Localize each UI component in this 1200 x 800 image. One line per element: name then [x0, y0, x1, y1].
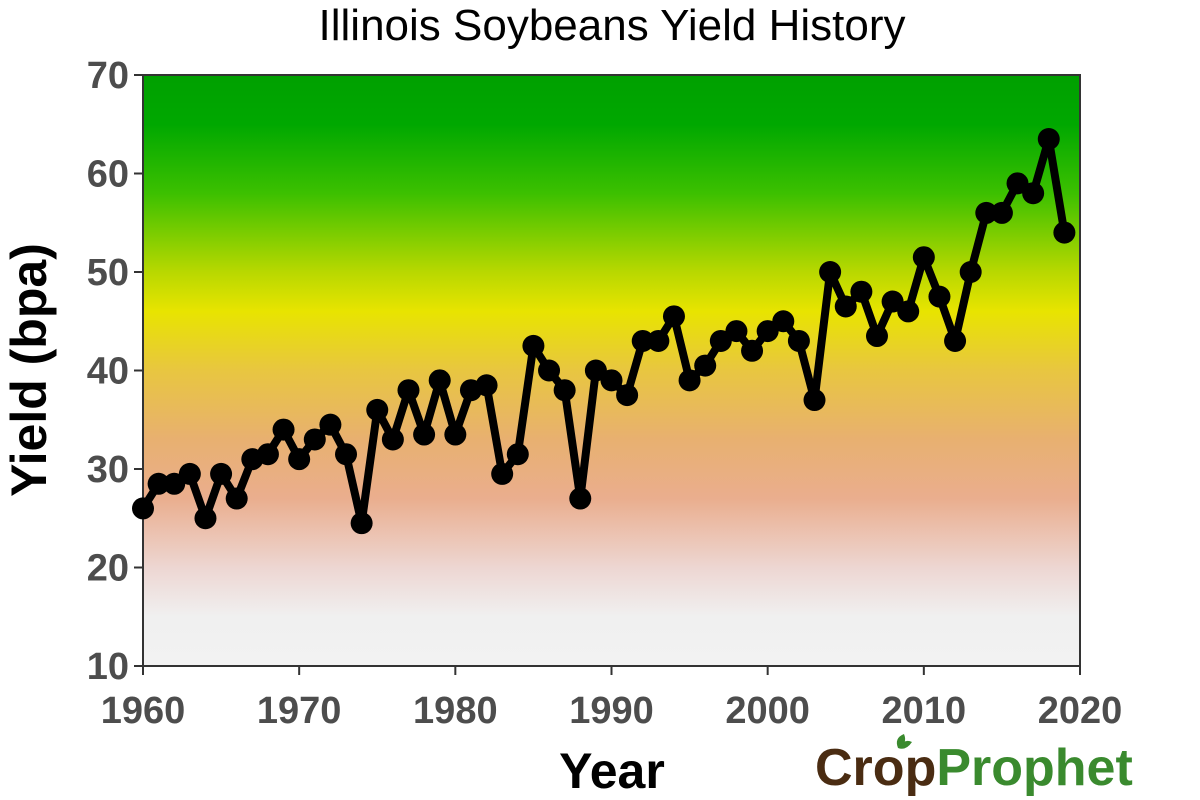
data-point	[897, 300, 920, 323]
data-point	[1053, 221, 1076, 244]
y-tick-label: 20	[87, 548, 129, 590]
data-point	[444, 423, 467, 446]
data-point	[631, 329, 654, 352]
data-point	[319, 413, 342, 436]
data-point	[990, 201, 1013, 224]
x-tick-label: 2000	[725, 690, 810, 732]
x-tick-label: 1970	[257, 690, 342, 732]
data-point	[881, 290, 904, 313]
data-point	[256, 443, 279, 466]
y-tick-label: 40	[87, 351, 129, 393]
data-point	[475, 374, 498, 397]
data-point	[678, 369, 701, 392]
x-tick-label: 2010	[882, 690, 967, 732]
chart-title: Illinois Soybeans Yield History	[319, 1, 906, 50]
logo-text-cr: Cr	[815, 739, 873, 797]
data-point	[194, 507, 217, 530]
data-point	[709, 329, 732, 352]
data-point	[647, 329, 670, 352]
x-tick-label: 1990	[569, 690, 654, 732]
data-point	[491, 462, 514, 485]
data-point	[1037, 128, 1060, 151]
data-point	[850, 280, 873, 303]
data-point	[225, 487, 248, 510]
y-axis-title: Yield (bpa)	[1, 243, 57, 497]
y-tick-label: 50	[87, 252, 129, 294]
data-point	[538, 359, 561, 382]
data-point	[413, 423, 436, 446]
data-point	[381, 428, 404, 451]
data-point	[928, 285, 951, 308]
data-point	[741, 339, 764, 362]
data-point	[662, 305, 685, 328]
data-point	[569, 487, 592, 510]
data-point	[553, 379, 576, 402]
svg-text:CropProphet: CropProphet	[815, 739, 1133, 797]
series-yield	[132, 128, 1076, 535]
data-point	[772, 310, 795, 333]
data-point	[1022, 182, 1045, 205]
data-point	[335, 443, 358, 466]
data-point	[912, 246, 935, 269]
data-point	[303, 428, 326, 451]
x-axis: 1960 1970 1980 1990 2000 2010 2020	[101, 666, 1123, 732]
x-tick-label: 1980	[413, 690, 498, 732]
logo-text-prophet: Prophet	[936, 739, 1132, 797]
data-point	[834, 295, 857, 318]
data-point	[975, 201, 998, 224]
data-point	[350, 512, 373, 535]
data-point	[272, 418, 295, 441]
data-point	[600, 369, 623, 392]
data-point	[147, 472, 170, 495]
data-point	[944, 329, 967, 352]
y-tick-label: 60	[87, 154, 129, 196]
data-point	[397, 379, 420, 402]
y-tick-label: 10	[87, 646, 129, 688]
data-point	[694, 354, 717, 377]
cropprophet-logo: CropProphet	[815, 734, 1133, 797]
data-point	[178, 462, 201, 485]
data-point	[803, 389, 826, 412]
data-point	[725, 320, 748, 343]
data-point	[819, 261, 842, 283]
x-tick-label: 1960	[101, 690, 186, 732]
x-tick-label: 2020	[1038, 690, 1123, 732]
data-point	[288, 448, 311, 471]
logo-sprout-icon	[896, 734, 912, 749]
data-point	[1006, 172, 1029, 195]
data-point	[787, 329, 810, 352]
logo-text-o: o	[873, 739, 905, 797]
data-point	[959, 261, 982, 283]
logo-text-p: p	[905, 739, 937, 797]
data-point	[132, 497, 154, 520]
y-tick-label: 30	[87, 449, 129, 491]
data-point	[522, 334, 545, 357]
data-point	[756, 320, 779, 343]
data-point	[616, 384, 639, 407]
data-point	[865, 325, 888, 348]
y-tick-label: 70	[87, 55, 129, 97]
x-axis-title: Year	[559, 743, 665, 799]
y-axis: 10 20 30 40 50 60 70	[87, 55, 143, 688]
data-point	[506, 443, 529, 466]
data-point	[366, 398, 389, 421]
data-point	[584, 359, 607, 382]
data-point	[210, 462, 233, 485]
data-point	[163, 472, 186, 495]
data-point	[428, 369, 451, 392]
